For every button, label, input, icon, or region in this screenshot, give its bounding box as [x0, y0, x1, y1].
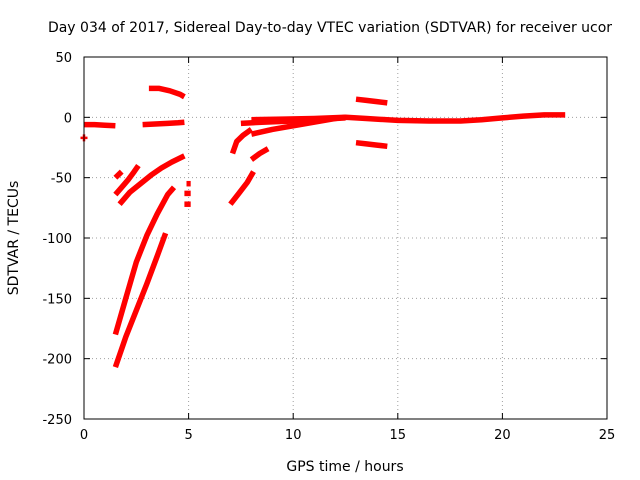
y-tick-label: -200	[42, 353, 72, 368]
x-tick-labels: 0 5 10 15 20 25	[80, 428, 615, 443]
data-arc	[142, 119, 185, 128]
data-arc	[249, 146, 270, 162]
y-tick-label: 0	[64, 111, 72, 126]
x-tick-label: 5	[184, 428, 192, 443]
y-axis-title: SDTVAR / TECUs	[6, 181, 22, 296]
y-tick-label: 50	[55, 51, 72, 66]
data-arc	[117, 153, 186, 206]
data-arc	[113, 169, 124, 180]
data-arc	[355, 96, 388, 106]
data-arc	[112, 185, 177, 336]
data-arc	[229, 127, 253, 155]
data-arc	[112, 232, 169, 368]
y-tick-label: -50	[51, 172, 72, 187]
y-tick-label: -150	[42, 292, 72, 307]
plot-frame	[83, 56, 608, 420]
data-arc	[228, 170, 256, 206]
y-tick-label: -250	[42, 413, 72, 428]
data-series	[80, 85, 566, 368]
data-arc	[251, 112, 566, 124]
data-arc	[113, 164, 141, 197]
chart-title: Day 034 of 2017, Sidereal Day-to-day VTE…	[48, 20, 612, 36]
x-tick-label: 0	[80, 428, 88, 443]
data-arc	[355, 139, 388, 150]
data-arc	[84, 121, 116, 129]
y-tick-label: -100	[42, 232, 72, 247]
x-tick-label: 15	[390, 428, 407, 443]
data-arc	[148, 85, 186, 100]
x-tick-label: 20	[494, 428, 511, 443]
x-axis-title: GPS time / hours	[286, 459, 403, 475]
y-tick-labels: -250 -200 -150 -100 -50 0 50	[42, 51, 72, 428]
x-tick-label: 25	[599, 428, 616, 443]
x-tick-label: 10	[285, 428, 302, 443]
